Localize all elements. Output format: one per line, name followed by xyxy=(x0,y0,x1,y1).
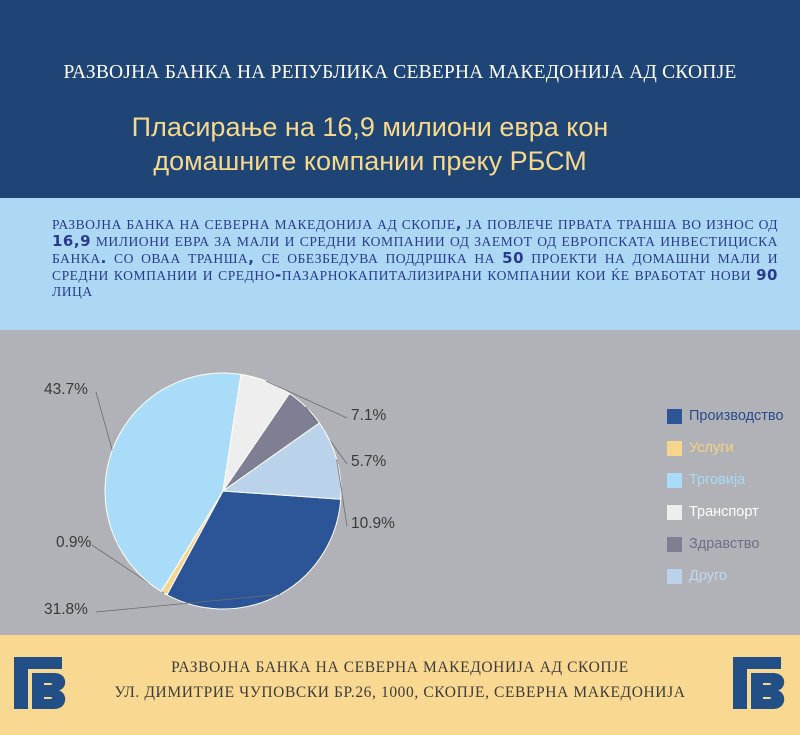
headline-line-1: Пласирање на 16,9 милиони евра кон xyxy=(131,112,609,142)
footer: РАЗВОЈНА БАНКА НА СЕВЕРНА МАКЕДОНИЈА АД … xyxy=(0,635,800,735)
info-part-7: ПАЗАРНОКАПИТАЛИЗИРАНИ КОМПАНИИ КОИ ЌЕ ВР… xyxy=(281,268,757,283)
bank-logo-icon xyxy=(14,657,66,709)
legend-label: Производство xyxy=(689,408,784,424)
pie-leader-line-6 xyxy=(336,459,348,527)
footer-address: УЛ. ДИМИТРИЕ ЧУПОВСКИ БР.26, 1000, СКОПЈ… xyxy=(114,684,686,701)
legend-swatch xyxy=(667,504,682,520)
legend-item: Транспорт xyxy=(667,496,800,528)
legend-swatch xyxy=(667,472,682,488)
pie-slice-3 xyxy=(104,372,242,593)
info-part-8: ЛИЦА xyxy=(52,284,93,299)
pie-leader-line-1 xyxy=(95,593,280,613)
legend-item: Услуги xyxy=(667,432,800,464)
legend-item: Трговија xyxy=(667,464,800,496)
info-comma-2: , xyxy=(248,249,255,267)
info-hyphen: - xyxy=(275,266,282,284)
info-part-6: ПРОЕКТИ НА ДОМАШНИ МАЛИ И СРЕДНИ КОМПАНИ… xyxy=(52,251,779,283)
legend-swatch xyxy=(667,536,682,552)
info-part-2: ЈА ПОВЛЕЧЕ ПРВАТА ТРАНША ВО ИЗНОС ОД xyxy=(461,217,778,232)
info-text: РАЗВОЈНА БАНКА НА СЕВЕРНА МАКЕДОНИЈА АД … xyxy=(52,216,778,300)
pie-data-label: 7.1% xyxy=(351,407,387,424)
info-part-4: СО ОВАА ТРАНША xyxy=(106,251,249,266)
info-part-3: МИЛИОНИ ЕВРА ЗА МАЛИ И СРЕДНИ КОМПАНИИ О… xyxy=(52,234,778,266)
bank-name: РАЗВОЈНА БАНКА НА РЕПУБЛИКА СЕВЕРНА МАКЕ… xyxy=(63,62,737,83)
info-amount: 16,9 xyxy=(52,232,92,250)
headline: Пласирање на 16,9 милиони евра кон домаш… xyxy=(0,110,740,178)
legend-swatch xyxy=(667,408,682,424)
legend-label: Транспорт xyxy=(689,504,759,520)
legend-label: Услуги xyxy=(689,440,734,456)
info-part-1: РАЗВОЈНА БАНКА НА СЕВЕРНА МАКЕДОНИЈА АД … xyxy=(52,217,456,232)
bank-logo-icon xyxy=(733,657,785,709)
footer-bank-name: РАЗВОЈНА БАНКА НА СЕВЕРНА МАКЕДОНИЈА АД … xyxy=(171,659,629,676)
pie-leader-line-4 xyxy=(266,380,348,419)
info-jobs: 90 xyxy=(756,266,778,284)
pie-leader-line-3 xyxy=(95,391,113,451)
legend-swatch xyxy=(667,568,682,584)
legend-item: Здравство xyxy=(667,528,800,560)
pie-data-label: 43.7% xyxy=(44,381,88,398)
pie-chart: 31.8% 0.9% 43.7% 7.1% 5.7% 10.9% xyxy=(44,372,395,618)
legend-swatch xyxy=(667,440,682,456)
info-dot: . xyxy=(100,249,107,267)
info-projects: 50 xyxy=(502,249,525,267)
legend-label: Трговија xyxy=(689,472,746,488)
info-comma: , xyxy=(455,215,462,233)
chart-legend: Производство Услуги Трговија Транспорт Здрав… xyxy=(667,400,800,592)
chart-area: 31.8% 0.9% 43.7% 7.1% 5.7% 10.9% Производство… xyxy=(0,330,800,635)
pie-data-label: 5.7% xyxy=(351,453,387,470)
info-part-5: СЕ ОБЕЗБЕДУВА ПОДДРШКА НА xyxy=(254,251,503,266)
header-banner: РАЗВОЈНА БАНКА НА РЕПУБЛИКА СЕВЕРНА МАКЕ… xyxy=(0,0,800,198)
legend-label: Здравство xyxy=(689,536,760,552)
headline-line-2: домашните компании преку РБСМ xyxy=(153,146,587,176)
legend-item: Производство xyxy=(667,400,800,432)
info-panel: РАЗВОЈНА БАНКА НА СЕВЕРНА МАКЕДОНИЈА АД … xyxy=(0,198,800,330)
pie-data-label: 31.8% xyxy=(44,601,88,618)
pie-data-label: 10.9% xyxy=(351,515,395,532)
legend-label: Друго xyxy=(689,568,728,584)
legend-item: Друго xyxy=(667,560,800,592)
pie-data-label: 0.9% xyxy=(56,534,92,551)
